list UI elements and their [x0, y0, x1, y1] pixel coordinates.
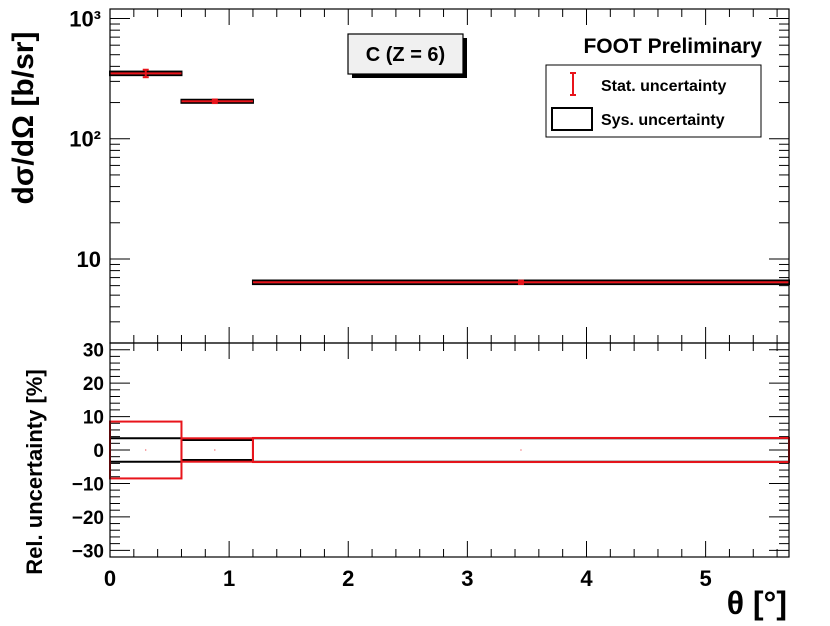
bottom-y-tick-label: 20: [83, 374, 104, 395]
top-y-ticks: 10 10² 10³: [69, 7, 789, 344]
total-rel-box: [180, 437, 254, 463]
top-y-axis-label: dσ/dΩ [b/sr]: [7, 32, 40, 205]
x-tick-label: 1: [223, 566, 235, 591]
bottom-y-tick-label: 0: [93, 441, 104, 462]
bottom-data-bins: [109, 420, 790, 480]
x-tick-label: 2: [342, 566, 354, 591]
x-tick-label: 5: [699, 566, 711, 591]
x-tick-label: 3: [461, 566, 473, 591]
bottom-y-tick-label: −30: [72, 541, 104, 562]
fragment-box-label: C (Z = 6): [366, 44, 445, 66]
stat-icon: [570, 72, 576, 96]
x-axis-label: θ [°]: [727, 585, 787, 621]
bottom-y-tick-label: −10: [72, 474, 104, 495]
legend-sys-label: Sys. uncertainty: [601, 112, 725, 129]
collaboration-label: FOOT Preliminary: [583, 35, 762, 58]
relative-uncertainty-panel: −30 −20 −10 0 10 20 30 0 1 2 3 4 5 Rel. uncertainty …: [22, 341, 790, 621]
fragment-box: C (Z = 6): [347, 33, 467, 78]
legend: Stat. uncertainty Sys. uncertainty: [545, 64, 762, 138]
top-y-tick-label: 10²: [69, 127, 101, 152]
legend-stat-label: Stat. uncertainty: [601, 78, 726, 95]
x-tick-label: 0: [104, 566, 116, 591]
top-y-tick-label: 10³: [69, 7, 101, 32]
legend-frame: [545, 64, 762, 138]
bottom-y-tick-label: 30: [83, 341, 104, 362]
bottom-y-axis-label: Rel. uncertainty [%]: [22, 369, 47, 574]
bottom-ticks: −30 −20 −10 0 10 20 30 0 1 2 3 4 5: [72, 341, 789, 591]
cross-section-panel: 10 10² 10³ dσ/dΩ [b/sr] C (Z = 6) FOOT Pre…: [7, 7, 790, 344]
x-tick-label: 4: [580, 566, 593, 591]
bottom-y-tick-label: 10: [83, 408, 104, 429]
bottom-y-tick-label: −20: [72, 508, 104, 529]
bottom-plot-frame: [109, 342, 790, 558]
sys-icon: [551, 107, 593, 131]
top-y-tick-label: 10: [77, 247, 101, 272]
